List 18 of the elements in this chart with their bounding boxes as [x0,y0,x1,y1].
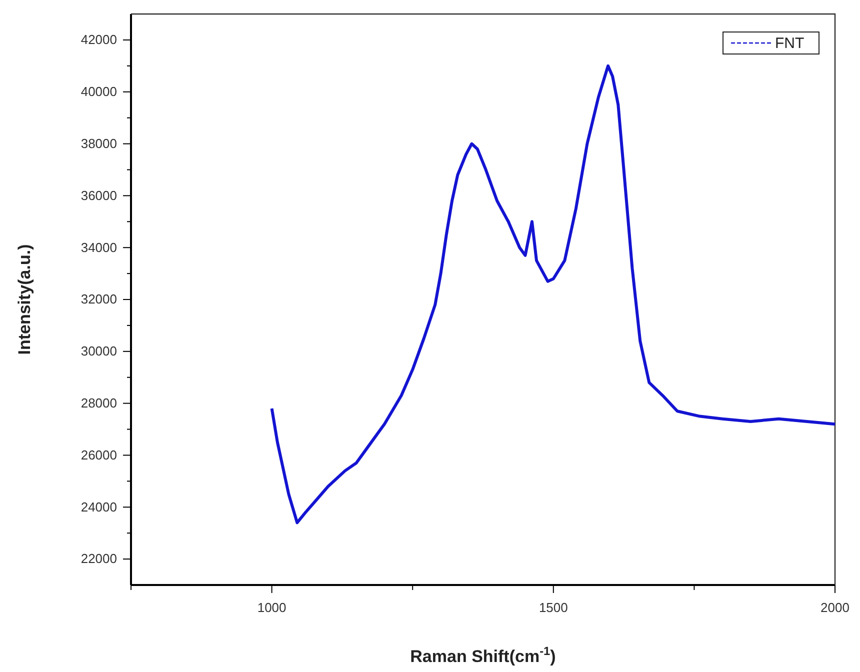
y-tick-label: 38000 [80,136,117,151]
y-tick-label: 22000 [80,551,117,566]
x-tick-label: 1000 [257,600,286,616]
x-axis-title: Raman Shift(cm$^{-1}$) [410,644,556,666]
y-tick-label: 40000 [80,84,117,100]
legend-label: FNT [775,35,804,52]
y-tick-label: 32000 [80,292,117,307]
y-tick-label: 30000 [80,344,117,359]
y-axis-title: Intensity(a.u.) [15,244,34,355]
y-tick-label: 42000 [80,32,117,48]
y-tick-label: 36000 [80,188,117,203]
line-series [270,64,836,524]
x-tick-label: 2000 [820,600,850,616]
y-tick-label: 24000 [80,499,117,514]
x-tick-label: 1500 [538,600,568,616]
y-tick-label: 26000 [80,447,117,462]
y-tick-label: 28000 [80,395,117,410]
y-tick-label: 34000 [80,240,117,255]
